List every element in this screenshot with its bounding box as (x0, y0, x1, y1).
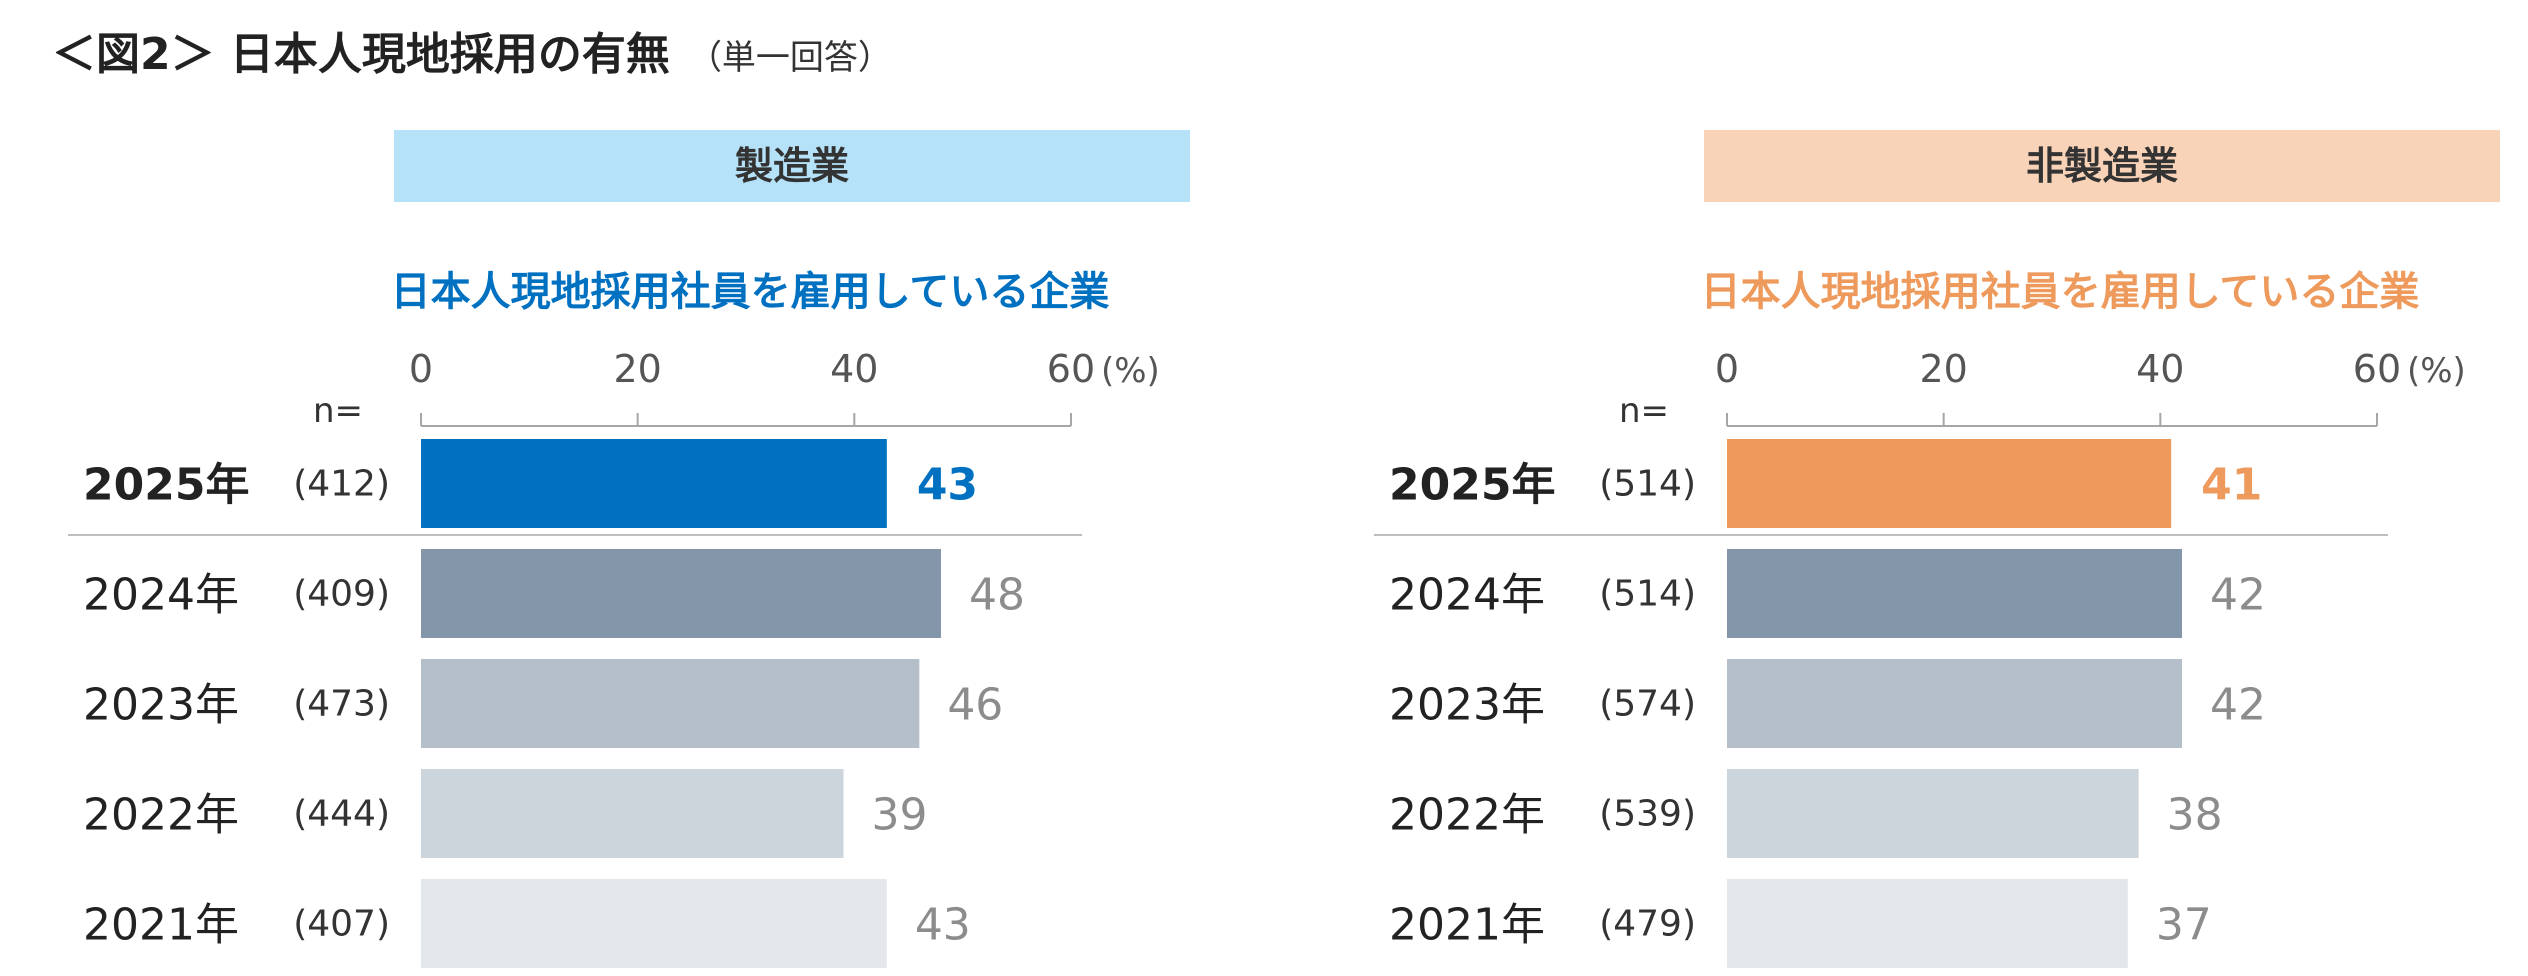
manufacturing-panel: 製造業 日本人現地採用社員を雇用している企業 0 20 40 60 (%) n= 2025年… (0, 0, 1240, 976)
data-label: 39 (871, 790, 927, 841)
bar (421, 439, 887, 528)
panel-banner: 製造業 (394, 130, 1190, 202)
bar (1727, 659, 2182, 748)
sample-size-label: (409) (293, 574, 390, 615)
data-label: 42 (2210, 680, 2266, 731)
x-tick-label: 60 (1047, 347, 1095, 391)
bar (421, 659, 920, 748)
category-label: 2021年 (83, 900, 239, 951)
bar-chart: 0 20 40 60 (%) n= 2025年 (514) 41 2024年 (514) 42 2023… (1374, 347, 2466, 968)
bar (1727, 769, 2139, 858)
category-label: 2024年 (83, 570, 239, 621)
x-tick-label: 0 (409, 347, 433, 391)
bar (1727, 549, 2182, 638)
sample-size-label: (539) (1599, 794, 1696, 835)
sample-size-label: (514) (1599, 464, 1696, 505)
data-label: 42 (2210, 570, 2266, 621)
category-label: 2022年 (83, 790, 239, 841)
data-label: 37 (2156, 900, 2212, 951)
category-label: 2023年 (83, 680, 239, 731)
category-label: 2023年 (1389, 680, 1545, 731)
n-label: n= (313, 391, 363, 431)
data-label: 41 (2201, 460, 2262, 511)
data-label: 48 (969, 570, 1025, 621)
x-tick-label: 20 (613, 347, 661, 391)
bar (1727, 879, 2128, 968)
sample-size-label: (412) (293, 464, 390, 505)
n-label: n= (1619, 391, 1669, 431)
category-label: 2022年 (1389, 790, 1545, 841)
chart-title: 日本人現地採用社員を雇用している企業 (390, 269, 1110, 315)
chart-title: 日本人現地採用社員を雇用している企業 (1700, 269, 2420, 315)
x-tick-label: 60 (2353, 347, 2401, 391)
panel-banner: 非製造業 (1704, 130, 2500, 202)
sample-size-label: (479) (1599, 904, 1696, 945)
data-label: 43 (917, 460, 978, 511)
sample-size-label: (574) (1599, 684, 1696, 725)
category-label: 2025年 (1389, 460, 1555, 511)
data-label: 46 (947, 680, 1003, 731)
sample-size-label: (407) (293, 904, 390, 945)
sample-size-label: (444) (293, 794, 390, 835)
bar (421, 879, 887, 968)
x-tick-label: 40 (830, 347, 878, 391)
x-tick-label: 20 (1919, 347, 1967, 391)
figure-subtitle: （単一回答） (687, 38, 892, 78)
non-manufacturing-panel: 非製造業 日本人現地採用社員を雇用している企業 0 20 40 60 (%) n= 2025… (1306, 0, 2528, 976)
category-label: 2021年 (1389, 900, 1545, 951)
category-label: 2024年 (1389, 570, 1545, 621)
unit-label: (%) (2407, 351, 2466, 391)
unit-label: (%) (1101, 351, 1160, 391)
x-tick-label: 0 (1715, 347, 1739, 391)
sample-size-label: (514) (1599, 574, 1696, 615)
bar (1727, 439, 2172, 528)
category-label: 2025年 (83, 460, 249, 511)
figure-title-row: ＜図2＞ 日本人現地採用の有無 （単一回答） (52, 18, 892, 82)
sample-size-label: (473) (293, 684, 390, 725)
bar (421, 769, 844, 858)
bar-chart: 0 20 40 60 (%) n= 2025年 (412) 43 2024年 (409) 48 2023… (68, 347, 1160, 968)
x-tick-label: 40 (2136, 347, 2184, 391)
data-label: 38 (2167, 790, 2223, 841)
figure-title: ＜図2＞ 日本人現地採用の有無 (52, 29, 670, 80)
bar (421, 549, 941, 638)
data-label: 43 (915, 900, 971, 951)
